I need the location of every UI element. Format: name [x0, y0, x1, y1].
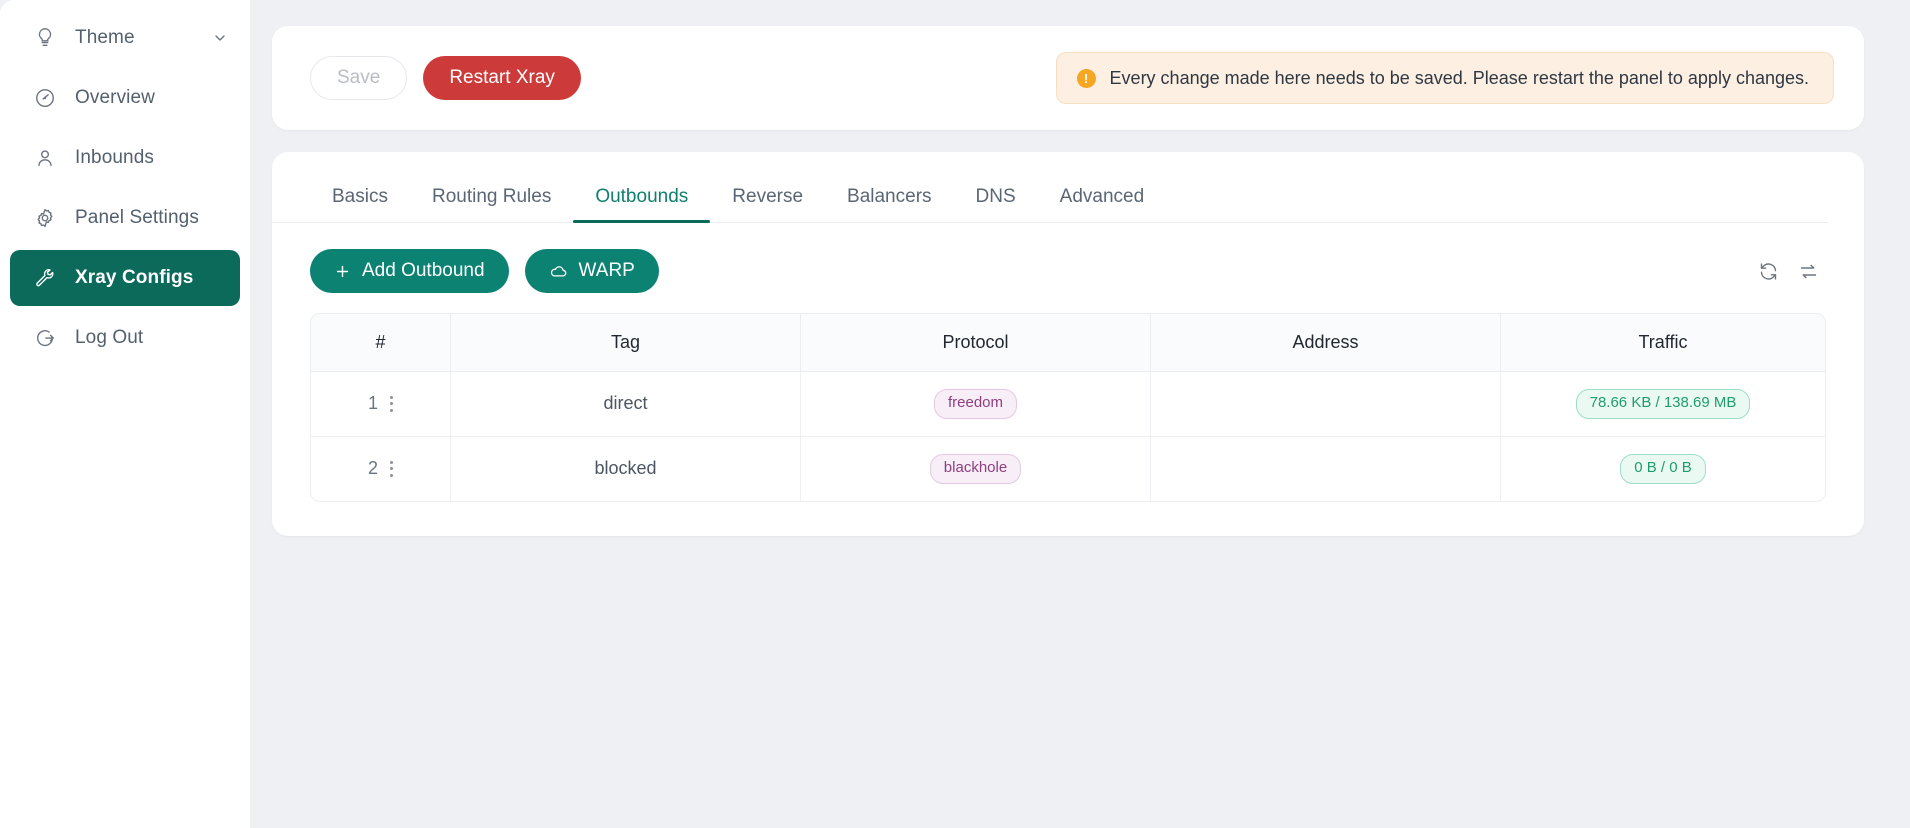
- tab-outbounds[interactable]: Outbounds: [573, 186, 711, 223]
- table-body: 1 direct freedom 78.66 KB / 138.69 MB: [311, 372, 1825, 501]
- column-header-address: Address: [1151, 314, 1501, 372]
- sidebar-item-overview[interactable]: Overview: [10, 70, 240, 126]
- row-index-cell: 1: [311, 372, 451, 437]
- row-protocol-cell: blackhole: [801, 436, 1151, 501]
- swap-icon[interactable]: [1792, 255, 1824, 287]
- warp-label: WARP: [578, 260, 635, 281]
- sidebar-item-label: Theme: [75, 27, 135, 48]
- kebab-menu-icon[interactable]: [390, 460, 393, 477]
- save-button[interactable]: Save: [310, 56, 408, 100]
- traffic-badge: 78.66 KB / 138.69 MB: [1575, 389, 1751, 419]
- row-index-cell: 2: [311, 436, 451, 501]
- dashboard-icon: [32, 85, 58, 111]
- sidebar-item-xray-configs[interactable]: Xray Configs: [10, 250, 240, 306]
- tab-basics[interactable]: Basics: [332, 186, 388, 207]
- outbounds-table: # Tag Protocol Address Traffic 1: [310, 313, 1826, 502]
- row-index: 1: [367, 393, 378, 414]
- sidebar-item-panel-settings[interactable]: Panel Settings: [10, 190, 240, 246]
- row-index-wrap: 2: [368, 458, 393, 479]
- outbounds-toolbar: Add Outbound WARP: [272, 223, 1864, 293]
- tab-advanced[interactable]: Advanced: [1059, 186, 1145, 207]
- warning-icon: !: [1076, 68, 1096, 88]
- plus-icon: [334, 263, 351, 280]
- restart-xray-button[interactable]: Restart Xray: [423, 56, 581, 100]
- sidebar-item-label: Inbounds: [75, 147, 154, 168]
- sidebar-item-label: Log Out: [75, 327, 144, 348]
- protocol-badge: freedom: [933, 389, 1018, 419]
- table-row[interactable]: 2 blocked blackhole 0 B / 0 B: [311, 436, 1825, 501]
- column-header-protocol: Protocol: [801, 314, 1151, 372]
- tab-dns[interactable]: DNS: [975, 186, 1016, 207]
- row-address: [1151, 372, 1501, 437]
- column-header-index: #: [311, 314, 451, 372]
- wrench-icon: [32, 265, 58, 291]
- refresh-icon[interactable]: [1752, 255, 1784, 287]
- sidebar-item-label: Xray Configs: [75, 267, 194, 288]
- save-notice-text: Every change made here needs to be saved…: [1109, 67, 1809, 88]
- add-outbound-label: Add Outbound: [362, 260, 485, 281]
- outbounds-table-wrap: # Tag Protocol Address Traffic 1: [272, 293, 1864, 502]
- warp-button[interactable]: WARP: [524, 249, 659, 293]
- column-header-traffic: Traffic: [1501, 314, 1825, 372]
- table-header-row: # Tag Protocol Address Traffic: [311, 314, 1825, 372]
- logout-icon: [32, 325, 58, 351]
- row-index-wrap: 1: [368, 393, 393, 414]
- gear-icon: [32, 205, 58, 231]
- row-protocol-cell: freedom: [801, 372, 1151, 437]
- row-index: 2: [367, 458, 378, 479]
- xray-config-panel: Basics Routing Rules Outbounds Reverse B…: [272, 152, 1864, 536]
- row-tag: blocked: [451, 436, 801, 501]
- bulb-icon: [32, 25, 58, 51]
- row-traffic-cell: 78.66 KB / 138.69 MB: [1501, 372, 1825, 437]
- sidebar-item-theme[interactable]: Theme: [10, 10, 240, 66]
- sidebar: Theme Overview Inbounds: [0, 0, 250, 828]
- kebab-menu-icon[interactable]: [390, 395, 393, 412]
- user-icon: [32, 145, 58, 171]
- chevron-down-icon[interactable]: [212, 30, 228, 46]
- cloud-icon: [549, 262, 568, 281]
- column-header-tag: Tag: [451, 314, 801, 372]
- add-outbound-button[interactable]: Add Outbound: [310, 249, 509, 293]
- tab-reverse[interactable]: Reverse: [732, 186, 804, 207]
- sidebar-item-label: Overview: [75, 87, 155, 108]
- table-row[interactable]: 1 direct freedom 78.66 KB / 138.69 MB: [311, 372, 1825, 437]
- main-content: Save Restart Xray ! Every change made he…: [250, 0, 1910, 828]
- tab-routing-rules[interactable]: Routing Rules: [431, 186, 552, 207]
- config-tabs: Basics Routing Rules Outbounds Reverse B…: [272, 152, 1828, 223]
- row-tag: direct: [451, 372, 801, 437]
- traffic-badge: 0 B / 0 B: [1620, 453, 1706, 484]
- tab-balancers[interactable]: Balancers: [847, 186, 932, 207]
- sidebar-item-log-out[interactable]: Log Out: [10, 310, 240, 366]
- save-notice-banner: ! Every change made here needs to be sav…: [1055, 52, 1834, 104]
- protocol-badge: blackhole: [929, 453, 1022, 484]
- row-traffic-cell: 0 B / 0 B: [1501, 436, 1825, 501]
- row-address: [1151, 436, 1501, 501]
- sidebar-item-inbounds[interactable]: Inbounds: [10, 130, 240, 186]
- action-bar: Save Restart Xray ! Every change made he…: [272, 26, 1864, 130]
- table-head: # Tag Protocol Address Traffic: [311, 314, 1825, 372]
- sidebar-item-label: Panel Settings: [75, 207, 199, 228]
